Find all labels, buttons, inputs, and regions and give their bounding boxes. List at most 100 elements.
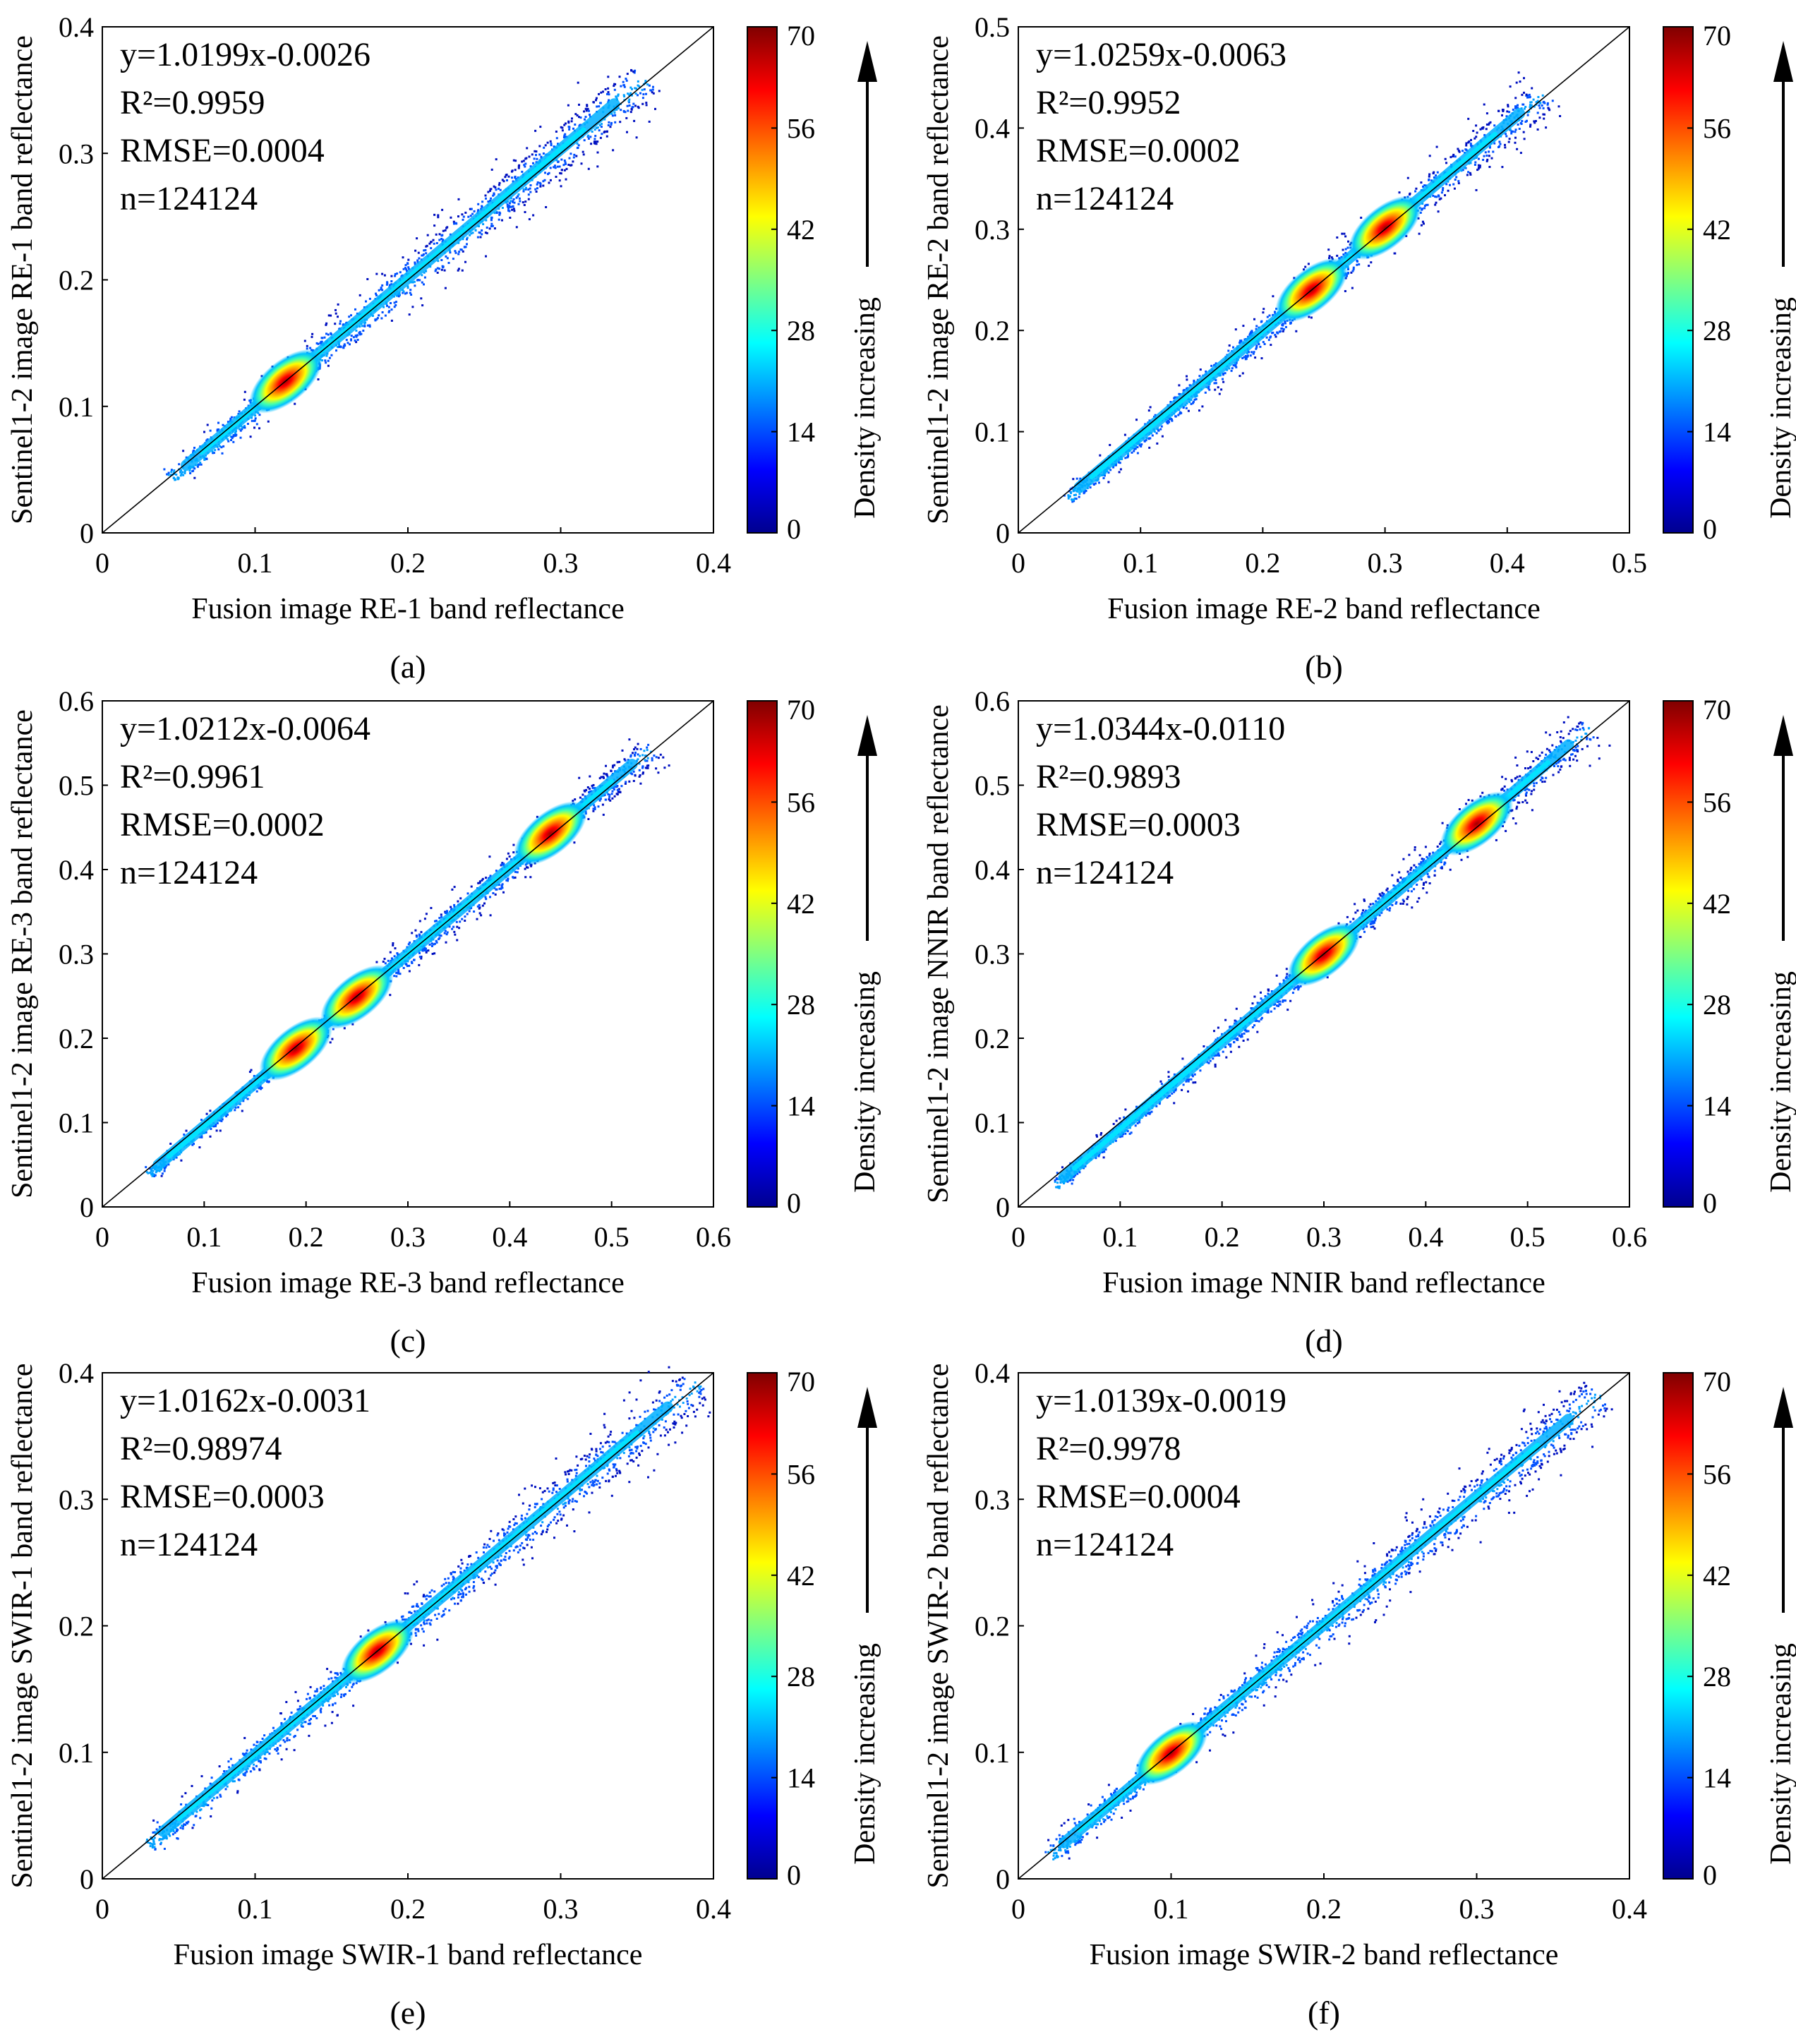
scatter-point <box>460 248 463 251</box>
scatter-point <box>639 774 641 776</box>
scatter-point <box>486 227 488 229</box>
scatter-point <box>1482 126 1485 128</box>
scatter-point <box>1582 728 1585 731</box>
scatter-point <box>321 359 323 362</box>
scatter-point <box>629 754 632 757</box>
scatter-point <box>325 361 327 364</box>
scatter-point <box>587 167 590 170</box>
scatter-point <box>612 786 615 789</box>
scatter-point <box>1538 755 1541 757</box>
scatter-point <box>1119 462 1121 464</box>
scatter-point <box>1415 187 1418 190</box>
scatter-point <box>358 294 361 296</box>
scatter-point <box>1581 723 1584 726</box>
scatter-point <box>325 332 327 335</box>
scatter-point <box>1450 156 1452 159</box>
scatter-point <box>1410 890 1413 893</box>
scatter-point <box>481 904 484 907</box>
scatter-point <box>421 254 424 257</box>
scatter-point <box>589 775 591 778</box>
scatter-point <box>521 160 524 163</box>
scatter-point <box>397 970 400 973</box>
scatter-point <box>365 300 367 303</box>
scatter-point <box>358 333 361 336</box>
scatter-point <box>532 162 534 164</box>
scatter-point <box>411 932 414 934</box>
scatter-point <box>598 129 601 132</box>
scatter-point <box>638 775 641 778</box>
scatter-point <box>411 306 414 308</box>
scatter-point <box>294 402 296 405</box>
scatter-point <box>563 160 566 162</box>
x-tick-label: 0.4 <box>492 1221 527 1253</box>
scatter-point <box>525 186 527 189</box>
arrow-head-icon <box>1773 41 1793 82</box>
scatter-point <box>152 1170 155 1172</box>
scatter-point <box>498 884 500 886</box>
scatter-point <box>1406 903 1409 906</box>
scatter-point <box>382 961 385 963</box>
scatter-point <box>617 788 620 790</box>
scatter-point <box>362 330 365 332</box>
scatter-point <box>645 104 648 107</box>
scatter-point <box>1253 351 1255 354</box>
scatter-point <box>337 346 339 349</box>
scatter-point <box>587 138 590 140</box>
scatter-point <box>1214 1065 1217 1068</box>
scatter-point <box>327 314 330 317</box>
scatter-point <box>437 260 440 263</box>
scatter-point <box>576 142 579 145</box>
scatter-point <box>253 1075 255 1077</box>
scatter-point <box>1426 203 1429 206</box>
scatter-point <box>514 876 517 879</box>
scatter-point <box>1167 1095 1170 1098</box>
scatter-point <box>568 128 571 131</box>
scatter-point <box>1370 920 1373 923</box>
scatter-point <box>1119 468 1122 471</box>
scatter-point <box>421 304 424 307</box>
scatter-point <box>438 267 440 270</box>
scatter-point <box>483 902 486 905</box>
scatter-point <box>1521 103 1524 106</box>
scatter-point <box>522 201 524 204</box>
scatter-point <box>610 793 613 795</box>
scatter-point <box>646 766 649 769</box>
scatter-point <box>1067 497 1070 500</box>
scatter-point <box>508 205 511 208</box>
scatter-point <box>393 301 396 304</box>
scatter-point <box>1528 788 1531 791</box>
scatter-point <box>421 281 423 284</box>
scatter-point <box>1184 404 1187 407</box>
scatter-point <box>1206 1061 1209 1064</box>
scatter-point <box>1538 116 1541 119</box>
scatter-point <box>390 308 393 311</box>
scatter-point <box>1346 915 1349 918</box>
scatter-point <box>338 343 340 346</box>
scatter-point <box>507 878 510 880</box>
scatter-point <box>1083 491 1085 493</box>
scatter-point <box>1432 194 1435 197</box>
scatter-point <box>489 189 491 192</box>
scatter-point <box>581 793 584 796</box>
scatter-point <box>1504 146 1507 149</box>
scatter-point <box>1409 868 1412 871</box>
scatter-point <box>182 450 185 452</box>
scatter-point <box>1075 498 1078 500</box>
scatter-point <box>1198 375 1201 378</box>
scatter-point <box>394 272 397 275</box>
scatter-point <box>518 164 521 167</box>
scatter-point <box>1471 799 1473 802</box>
scatter-point <box>189 472 192 474</box>
scatter-point <box>1179 411 1182 414</box>
y-tick-label: 0 <box>80 517 94 549</box>
scatter-point <box>368 325 371 328</box>
scatter-point <box>406 285 409 288</box>
scatter-point <box>418 951 421 954</box>
scatter-point <box>1096 1135 1098 1138</box>
scatter-point <box>404 963 407 966</box>
scatter-point <box>1574 728 1577 731</box>
scatter-point <box>587 818 590 820</box>
scatter-point <box>622 110 625 113</box>
scatter-point <box>434 920 436 922</box>
scatter-point <box>1354 911 1357 914</box>
